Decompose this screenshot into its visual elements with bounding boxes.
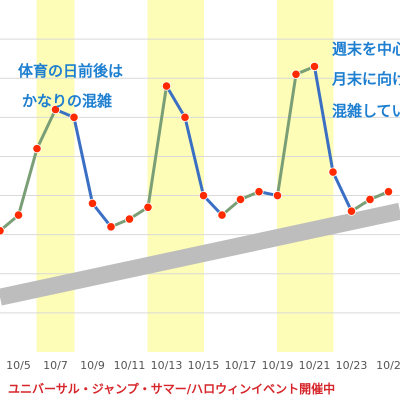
- point-10/23: [346, 206, 357, 216]
- trend-band-fill: [0, 202, 400, 306]
- x-tick-10/17: 10/17: [225, 359, 257, 372]
- point-10/16: [217, 210, 227, 220]
- series-segment-2: [35, 108, 57, 151]
- x-tick-10/2: 10/2: [376, 359, 400, 372]
- point-10/20: [291, 69, 301, 79]
- x-tick-10/9: 10/9: [80, 359, 105, 372]
- series-segment-17: [313, 64, 335, 174]
- point-10/12: [143, 202, 153, 212]
- point-10/25: [383, 187, 394, 197]
- series-segment-8: [146, 84, 168, 209]
- series-points: [0, 61, 394, 236]
- series-segment-18: [331, 170, 353, 213]
- point-10/22: [328, 167, 338, 177]
- annotation-left-line2: かなりの混雑: [22, 92, 113, 110]
- x-tick-10/7: 10/7: [43, 359, 68, 372]
- point-10/8: [69, 112, 79, 122]
- point-10/14: [180, 112, 190, 122]
- event-banner: ユニバーサル・ジャンプ・サマー/ハロウィンイベント開催中: [8, 382, 336, 396]
- point-10/18: [254, 187, 264, 197]
- point-10/19: [272, 190, 283, 201]
- point-10/15: [198, 190, 209, 201]
- gridlines: [0, 38, 400, 314]
- point-10/11: [124, 214, 135, 224]
- point-10/24: [365, 194, 375, 205]
- series-segment-15: [276, 72, 298, 198]
- series-segment-4: [72, 115, 94, 205]
- highlight-band-0: [36, 0, 75, 352]
- x-tick-10/19: 10/19: [262, 359, 294, 372]
- x-tick-10/21: 10/21: [299, 359, 331, 372]
- x-tick-10/11: 10/11: [114, 359, 146, 372]
- point-10/5: [13, 210, 24, 220]
- annotation-right-line1: 週末を中心: [332, 40, 400, 58]
- trend-band: [0, 202, 400, 306]
- highlight-bands: [36, 0, 334, 352]
- series-segment-5: [91, 201, 113, 229]
- x-tick-10/15: 10/15: [188, 359, 220, 372]
- point-10/13: [161, 81, 172, 91]
- point-10/7: [50, 104, 61, 115]
- x-tick-10/23: 10/23: [336, 359, 368, 372]
- series-segment-9: [165, 84, 187, 119]
- annotation-right-line2: 月末に向け: [332, 70, 400, 88]
- annotation-left-line1: 体育の日前後は: [18, 62, 124, 80]
- x-tick-10/13: 10/13: [151, 359, 183, 372]
- point-10/4: [0, 226, 5, 236]
- highlight-band-1: [147, 0, 204, 352]
- series-segment-10: [183, 115, 205, 198]
- point-10/17: [235, 194, 246, 205]
- x-tick-labels: 10/5 10/7 10/9 10/11 10/13 10/15 10/17 10/19 10/…: [6, 359, 400, 372]
- point-10/6: [32, 144, 42, 154]
- annotation-right-line3: 混雑してい: [332, 102, 400, 120]
- x-tick-10/5: 10/5: [6, 359, 31, 372]
- point-10/21: [309, 61, 320, 72]
- series-segment-1: [17, 147, 39, 217]
- highlight-band-2: [277, 0, 334, 352]
- point-10/10: [106, 222, 116, 232]
- point-10/9: [87, 198, 98, 208]
